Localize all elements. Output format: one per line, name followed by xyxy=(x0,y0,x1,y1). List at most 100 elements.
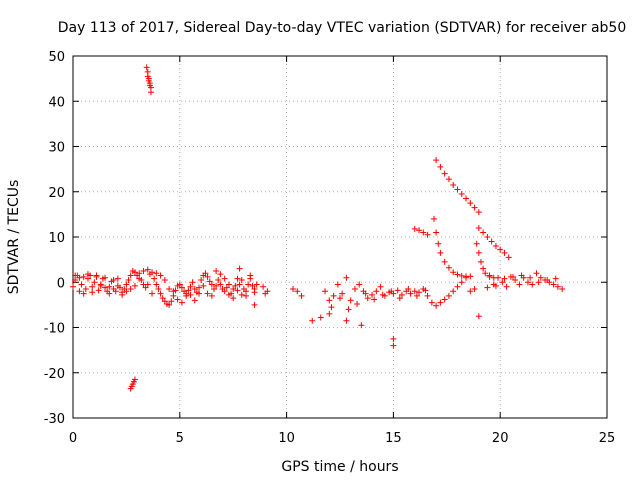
data-point xyxy=(80,290,87,297)
data-point xyxy=(153,270,160,277)
data-point xyxy=(294,288,301,295)
data-point xyxy=(416,227,423,234)
data-point xyxy=(153,281,160,288)
data-point xyxy=(106,283,113,290)
data-point xyxy=(356,281,363,288)
data-point xyxy=(416,289,423,296)
data-point xyxy=(178,284,185,291)
data-point xyxy=(183,292,190,299)
data-point xyxy=(112,288,119,295)
x-axis-label: GPS time / hours xyxy=(281,459,398,475)
data-point xyxy=(524,279,531,286)
data-point xyxy=(454,186,461,193)
data-point xyxy=(127,272,134,279)
data-point xyxy=(221,275,228,282)
data-point xyxy=(411,225,418,232)
data-point xyxy=(345,306,352,313)
data-point xyxy=(473,240,480,247)
data-point xyxy=(187,283,194,290)
data-points xyxy=(70,64,566,392)
data-point xyxy=(492,243,499,250)
data-point xyxy=(550,281,557,288)
data-point xyxy=(144,281,151,288)
x-tick-label: 5 xyxy=(176,431,184,446)
y-tick-label: 30 xyxy=(48,141,65,156)
data-point xyxy=(430,215,437,222)
data-point xyxy=(480,229,487,236)
data-point xyxy=(420,229,427,236)
data-point xyxy=(243,292,250,299)
data-point xyxy=(253,281,260,288)
data-point xyxy=(298,292,305,299)
y-tick-label: 40 xyxy=(48,95,65,110)
x-tick-label: 15 xyxy=(385,431,402,446)
data-point xyxy=(510,273,517,280)
data-point xyxy=(84,271,91,278)
data-point xyxy=(221,288,228,295)
data-point xyxy=(208,281,215,288)
data-point xyxy=(424,292,431,299)
data-point xyxy=(251,289,258,296)
data-point xyxy=(213,282,220,289)
data-point xyxy=(435,240,442,247)
data-point xyxy=(477,258,484,265)
data-point xyxy=(475,224,482,231)
data-point xyxy=(388,288,395,295)
data-point xyxy=(102,284,109,291)
y-tick-label: 0 xyxy=(57,276,65,291)
data-point xyxy=(264,288,271,295)
data-point xyxy=(358,322,365,329)
data-point xyxy=(309,317,316,324)
data-point xyxy=(119,291,126,298)
data-point xyxy=(484,284,491,291)
data-point xyxy=(405,286,412,293)
data-point xyxy=(339,290,346,297)
data-point xyxy=(471,204,478,211)
data-point xyxy=(450,288,457,295)
data-point xyxy=(149,269,156,276)
data-point xyxy=(535,279,542,286)
data-point xyxy=(251,301,258,308)
data-point xyxy=(178,299,185,306)
data-point xyxy=(198,276,205,283)
data-point xyxy=(484,234,491,240)
data-point xyxy=(501,275,508,282)
y-tick-label: 20 xyxy=(48,186,65,201)
data-point xyxy=(143,64,150,71)
data-point xyxy=(482,270,489,277)
data-point xyxy=(467,273,474,280)
data-point xyxy=(234,275,241,282)
data-point xyxy=(351,286,358,293)
data-point xyxy=(157,272,164,279)
data-point xyxy=(166,301,173,308)
data-point xyxy=(433,157,440,164)
data-point xyxy=(110,276,117,283)
data-point xyxy=(322,288,329,295)
data-point xyxy=(215,276,222,283)
y-tick-label: -10 xyxy=(44,322,65,337)
data-point xyxy=(157,290,164,297)
data-point xyxy=(445,264,452,271)
data-point xyxy=(208,292,215,299)
data-point xyxy=(127,286,134,293)
data-point xyxy=(337,295,343,302)
data-point xyxy=(512,276,519,283)
data-point xyxy=(210,286,217,293)
data-point xyxy=(407,290,414,297)
data-point xyxy=(78,281,85,288)
chart-title: Day 113 of 2017, Sidereal Day-to-day VTE… xyxy=(58,20,627,36)
data-point xyxy=(225,291,232,298)
data-point xyxy=(529,281,536,288)
data-point xyxy=(488,238,495,245)
data-point xyxy=(544,276,551,283)
data-point xyxy=(131,376,138,383)
data-point xyxy=(123,288,130,295)
data-point xyxy=(458,191,465,198)
data-point xyxy=(166,286,173,293)
data-point xyxy=(471,286,478,293)
data-point xyxy=(185,287,192,294)
data-point xyxy=(187,291,194,298)
data-point xyxy=(196,290,203,297)
data-point xyxy=(354,300,361,307)
x-tick-label: 0 xyxy=(69,431,77,446)
